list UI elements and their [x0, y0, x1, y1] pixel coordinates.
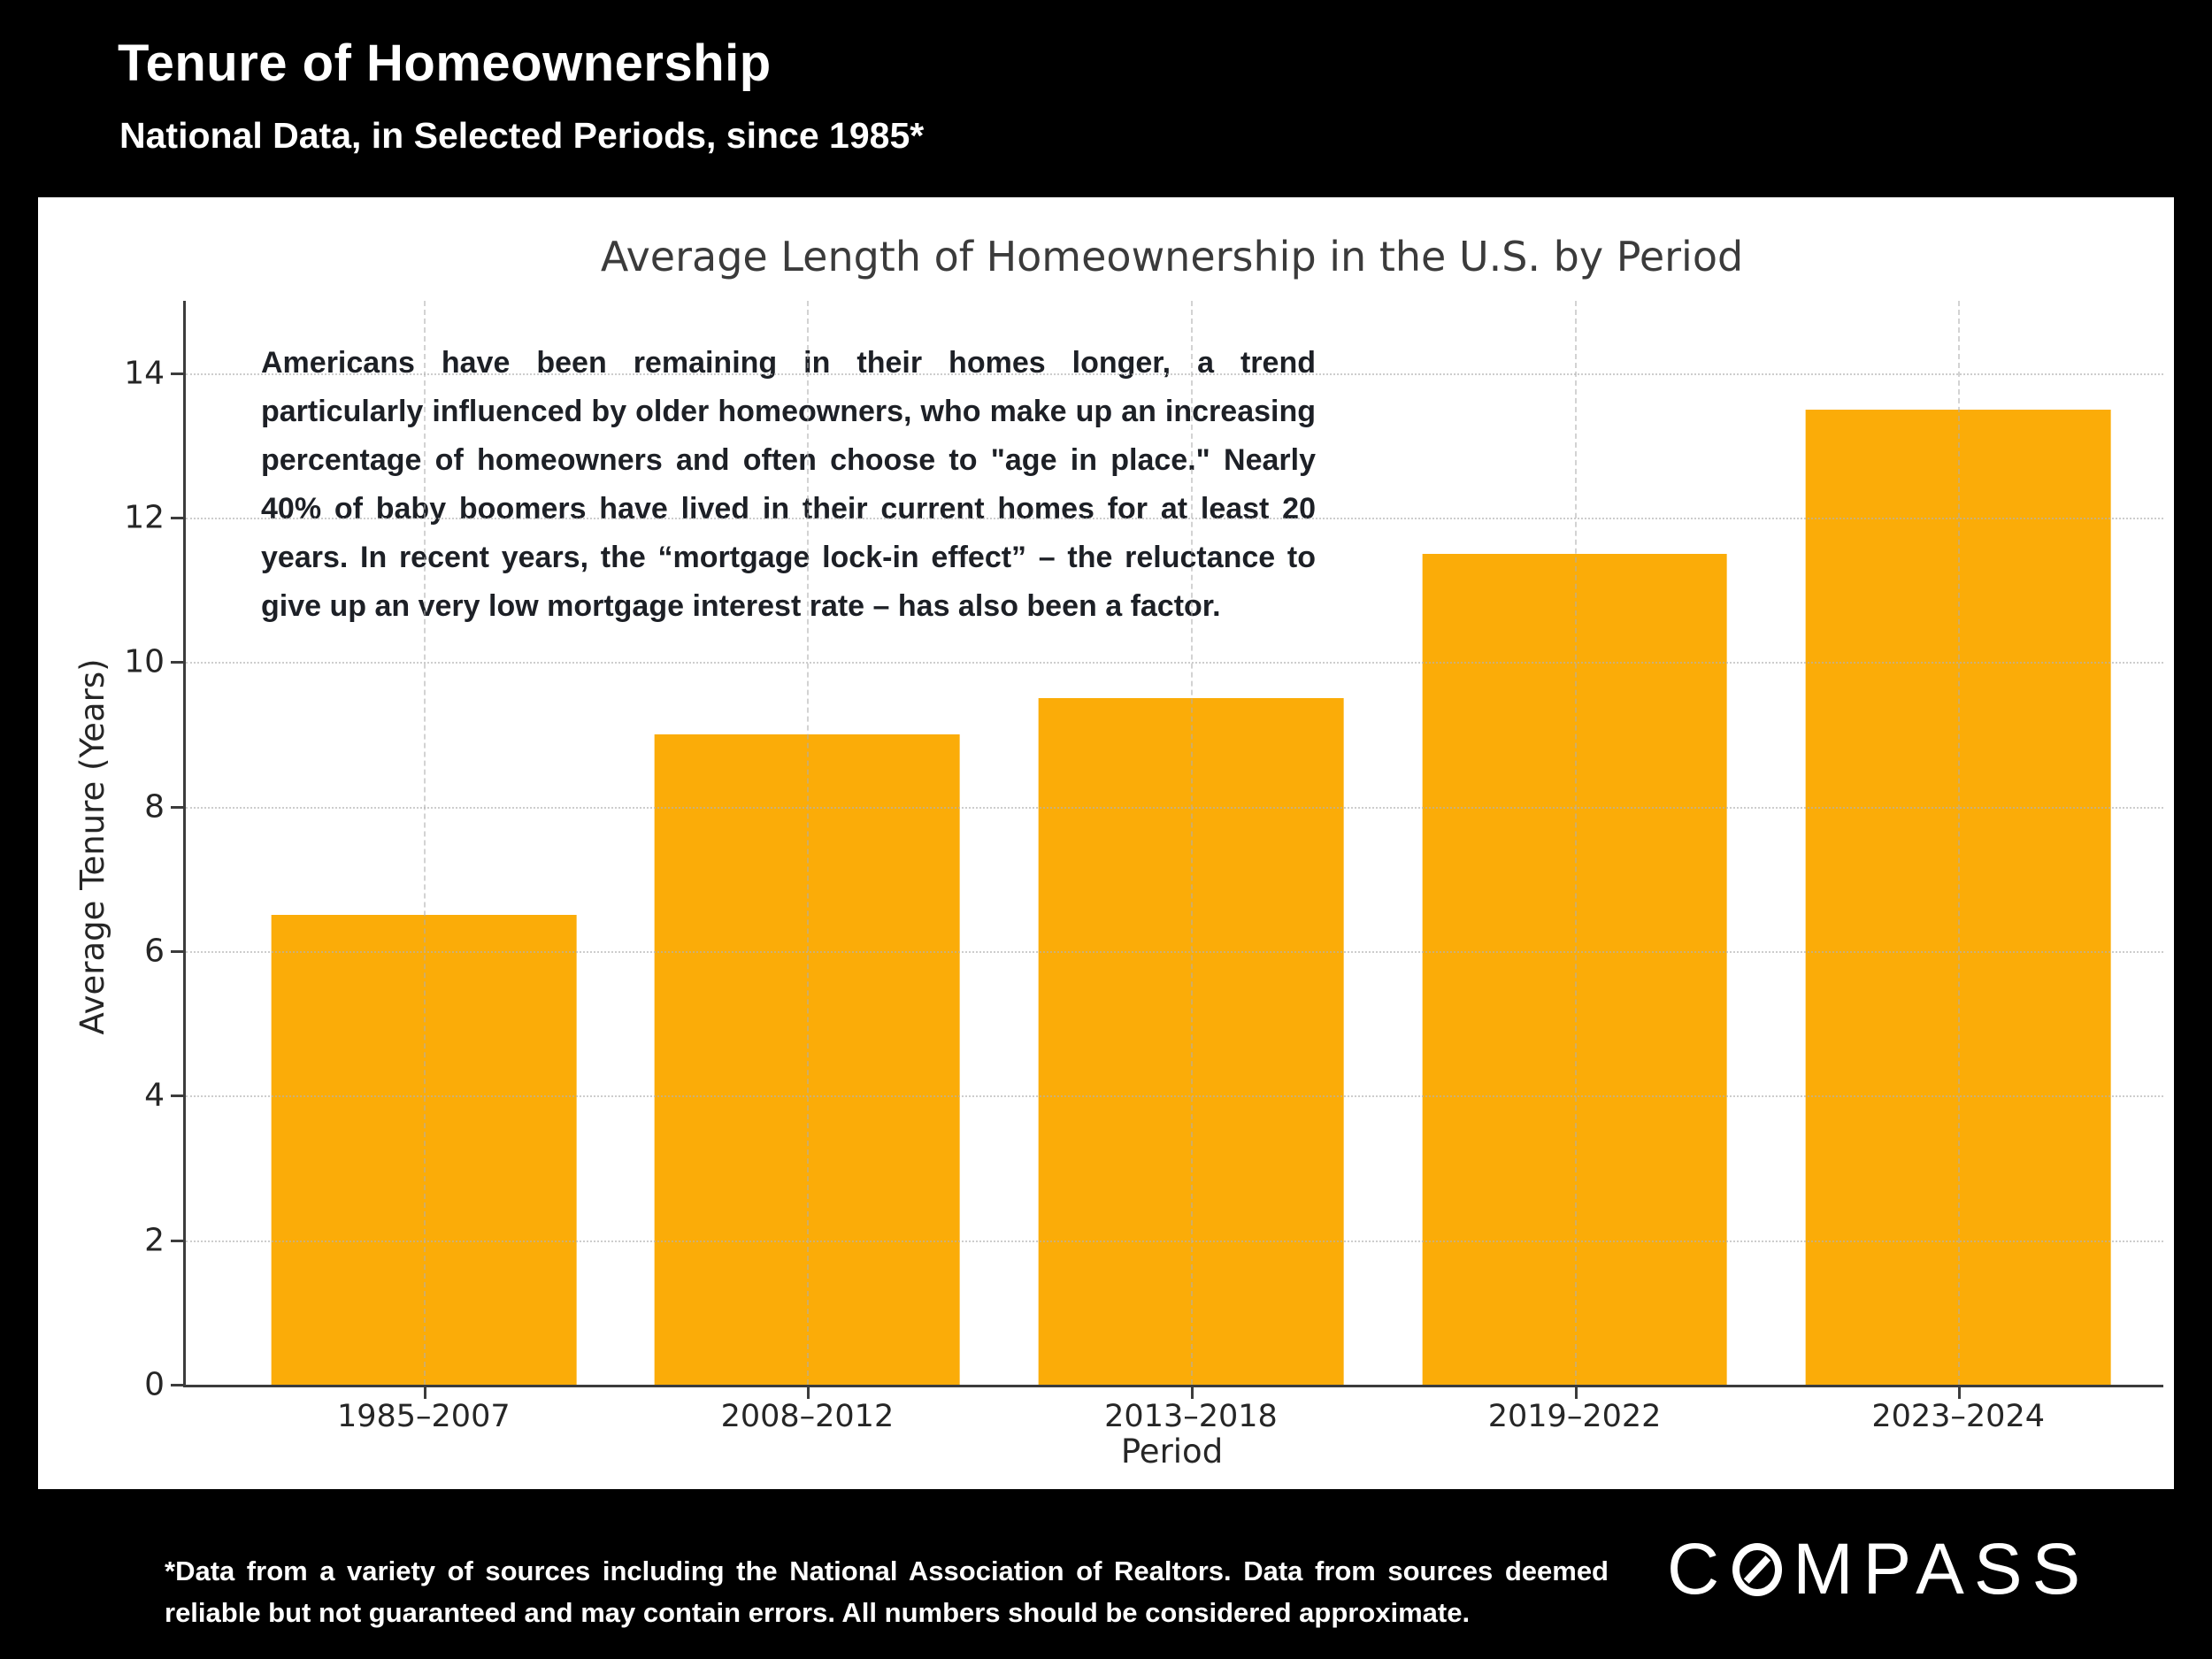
y-tick-label: 2	[144, 1222, 165, 1259]
x-axis-label: Period	[1120, 1432, 1224, 1471]
y-tick-label: 8	[144, 788, 165, 826]
x-tick-mark	[1190, 1387, 1194, 1399]
chart-annotation: Americans have been remaining in their h…	[261, 346, 1316, 623]
h-gridline	[186, 518, 2163, 519]
y-tick-mark	[171, 1094, 184, 1098]
y-tick-mark	[171, 372, 184, 375]
v-gridline	[423, 301, 426, 1385]
y-tick-label: 12	[124, 499, 165, 536]
y-tick-label: 14	[124, 355, 165, 392]
x-tick-label: 1985–2007	[336, 1399, 511, 1434]
v-gridline	[807, 301, 810, 1385]
h-gridline	[186, 951, 2163, 953]
page-subtitle: National Data, in Selected Periods, sinc…	[119, 115, 925, 156]
y-tick-label: 4	[144, 1077, 165, 1114]
bar-column: 2019–2022	[1383, 301, 1767, 1434]
y-tick-mark	[171, 1384, 184, 1386]
chart-title: Average Length of Homeownership in the U…	[600, 233, 1744, 280]
y-axis-label: Average Tenure (Years)	[73, 658, 111, 1035]
chart-panel: Average Length of Homeownership in the U…	[38, 197, 2174, 1489]
bar-column: 2008–2012	[616, 301, 1000, 1434]
y-tick-mark	[171, 1239, 184, 1242]
y-tick-mark	[171, 950, 184, 953]
footer-disclaimer: *Data from a variety of sources includin…	[165, 1555, 1609, 1628]
h-gridline	[186, 1240, 2163, 1242]
x-tick-mark	[423, 1387, 426, 1399]
x-tick-label: 2019–2022	[1487, 1399, 1662, 1434]
compass-o-needle-icon	[1732, 1543, 1783, 1596]
x-tick-label: 2008–2012	[720, 1399, 895, 1434]
y-tick-mark	[171, 517, 184, 519]
x-tick-mark	[1958, 1387, 1962, 1399]
v-gridline	[1958, 301, 1961, 1385]
v-gridline	[1574, 301, 1577, 1385]
y-tick-mark	[171, 661, 184, 664]
compass-logo: C MPASS	[1667, 1532, 2090, 1607]
y-tick-label: 0	[144, 1366, 165, 1403]
logo-letters-mpass: MPASS	[1793, 1529, 2091, 1609]
bar-column: 2023–2024	[1766, 301, 2150, 1434]
v-gridline	[1190, 301, 1193, 1385]
needle-icon	[1744, 1555, 1771, 1584]
y-tick-mark	[171, 805, 184, 809]
h-gridline	[186, 806, 2163, 809]
bar-column: 1985–2007	[232, 301, 616, 1434]
x-tick-mark	[807, 1387, 810, 1399]
x-tick-mark	[1574, 1387, 1578, 1399]
page-title: Tenure of Homeownership	[118, 35, 772, 92]
plot-area: 1985–2007 2008–2012 2013–2018 2019–2022 2023…	[124, 301, 2163, 1434]
bar-columns: 1985–2007 2008–2012 2013–2018 2019–2022 2023…	[186, 301, 2163, 1434]
h-gridline	[186, 373, 2163, 375]
h-gridline	[186, 1095, 2163, 1098]
x-tick-label: 2013–2018	[1104, 1399, 1278, 1434]
y-tick-label: 10	[124, 643, 165, 680]
y-tick-label: 6	[144, 933, 165, 970]
logo-letter-c: C	[1667, 1529, 1730, 1609]
x-tick-label: 2023–2024	[1871, 1399, 2045, 1434]
h-gridline	[186, 662, 2163, 664]
bar-column: 2013–2018	[999, 301, 1383, 1434]
